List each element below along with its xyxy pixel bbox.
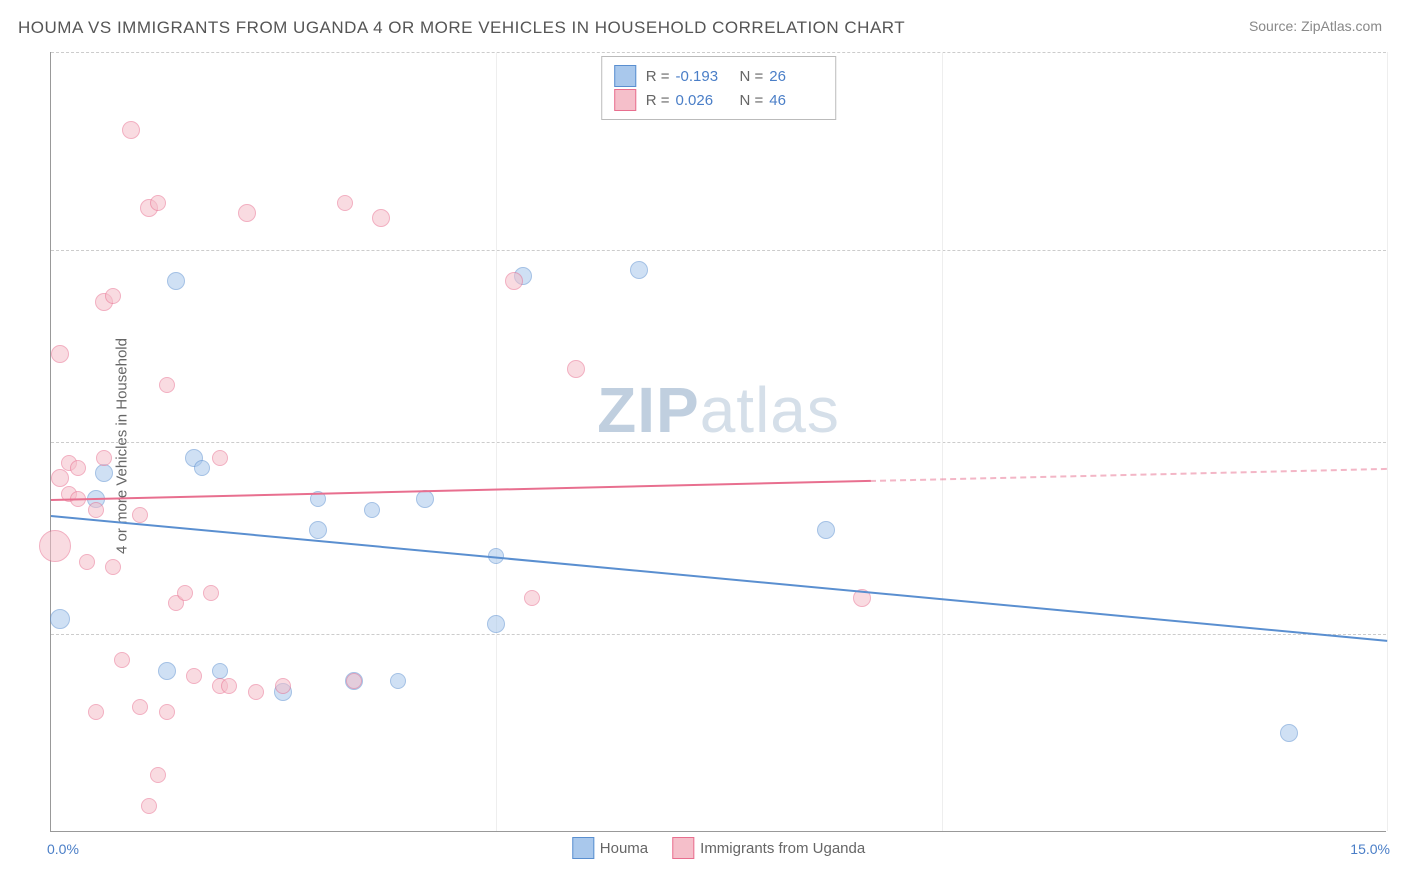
data-point	[203, 585, 219, 601]
data-point	[159, 377, 175, 393]
data-point	[372, 209, 390, 227]
gridline-v	[496, 52, 497, 831]
data-point	[212, 450, 228, 466]
data-point	[88, 502, 104, 518]
data-point	[390, 673, 406, 689]
n-value-houma: 26	[769, 68, 823, 85]
gridline-h	[51, 634, 1386, 635]
data-point	[221, 678, 237, 694]
data-point	[238, 204, 256, 222]
stats-row-uganda: R = 0.026 N = 46	[614, 89, 824, 111]
data-point	[51, 345, 69, 363]
data-point	[346, 673, 362, 689]
trendline	[870, 468, 1387, 482]
gridline-h	[51, 442, 1386, 443]
swatch-uganda	[672, 837, 694, 859]
data-point	[487, 615, 505, 633]
data-point	[105, 288, 121, 304]
swatch-houma	[614, 65, 636, 87]
stats-row-houma: R = -0.193 N = 26	[614, 65, 824, 87]
data-point	[70, 460, 86, 476]
gridline-v	[942, 52, 943, 831]
data-point	[194, 460, 210, 476]
chart-container: HOUMA VS IMMIGRANTS FROM UGANDA 4 OR MOR…	[0, 0, 1406, 892]
data-point	[79, 554, 95, 570]
data-point	[630, 261, 648, 279]
n-value-uganda: 46	[769, 92, 823, 109]
data-point	[524, 590, 540, 606]
data-point	[167, 272, 185, 290]
data-point	[51, 469, 69, 487]
data-point	[132, 507, 148, 523]
legend-item-uganda: Immigrants from Uganda	[672, 837, 865, 859]
data-point	[212, 663, 228, 679]
data-point	[309, 521, 327, 539]
data-point	[141, 798, 157, 814]
x-tick-label: 0.0%	[47, 841, 79, 857]
y-tick-label: 15.0%	[1390, 44, 1406, 60]
r-value-houma: -0.193	[676, 68, 730, 85]
source-label: Source: ZipAtlas.com	[1249, 18, 1382, 34]
data-point	[95, 464, 113, 482]
n-label: N =	[740, 68, 764, 85]
data-point	[177, 585, 193, 601]
data-point	[122, 121, 140, 139]
data-point	[150, 767, 166, 783]
data-point	[159, 704, 175, 720]
data-point	[186, 668, 202, 684]
r-label: R =	[646, 92, 670, 109]
data-point	[248, 684, 264, 700]
stats-legend: R = -0.193 N = 26 R = 0.026 N = 46	[601, 56, 837, 120]
data-point	[337, 195, 353, 211]
data-point	[567, 360, 585, 378]
trendline	[51, 515, 1387, 642]
gridline-h	[51, 52, 1386, 53]
data-point	[817, 521, 835, 539]
trendline	[51, 480, 870, 501]
gridline-v	[1387, 52, 1388, 831]
watermark: ZIPatlas	[597, 373, 840, 447]
data-point	[505, 272, 523, 290]
data-point	[114, 652, 130, 668]
data-point	[150, 195, 166, 211]
y-tick-label: 3.8%	[1390, 626, 1406, 642]
legend-item-houma: Houma	[572, 837, 648, 859]
plot-area: ZIPatlas R = -0.193 N = 26 R = 0.026 N =…	[50, 52, 1386, 832]
data-point	[96, 450, 112, 466]
r-label: R =	[646, 68, 670, 85]
n-label: N =	[740, 92, 764, 109]
data-point	[50, 609, 70, 629]
series-legend: Houma Immigrants from Uganda	[572, 837, 865, 859]
data-point	[39, 530, 71, 562]
legend-label-houma: Houma	[600, 840, 648, 857]
data-point	[275, 678, 291, 694]
chart-title: HOUMA VS IMMIGRANTS FROM UGANDA 4 OR MOR…	[18, 18, 905, 38]
swatch-houma	[572, 837, 594, 859]
x-tick-label: 15.0%	[1350, 841, 1390, 857]
legend-label-uganda: Immigrants from Uganda	[700, 840, 865, 857]
data-point	[132, 699, 148, 715]
data-point	[364, 502, 380, 518]
y-tick-label: 11.2%	[1390, 242, 1406, 258]
data-point	[1280, 724, 1298, 742]
y-tick-label: 7.5%	[1390, 434, 1406, 450]
r-value-uganda: 0.026	[676, 92, 730, 109]
data-point	[158, 662, 176, 680]
swatch-uganda	[614, 89, 636, 111]
data-point	[416, 490, 434, 508]
data-point	[105, 559, 121, 575]
gridline-h	[51, 250, 1386, 251]
data-point	[88, 704, 104, 720]
